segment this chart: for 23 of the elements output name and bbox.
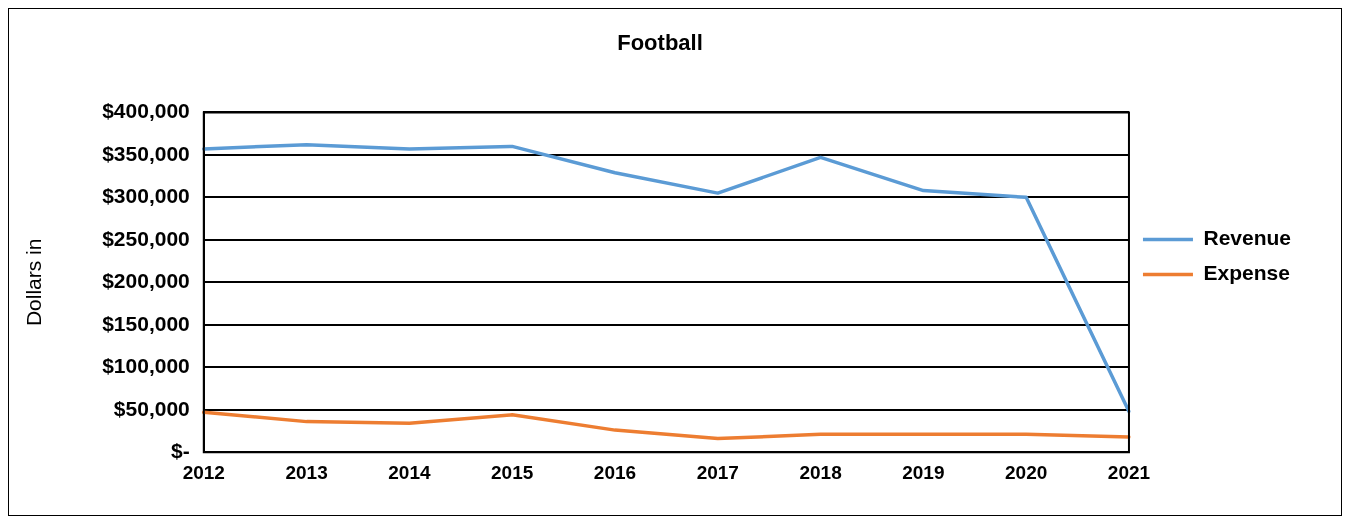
y-tick-label: $350,000: [102, 141, 190, 165]
legend-label: Expense: [1203, 261, 1290, 285]
y-tick-label: $150,000: [102, 311, 190, 335]
x-tick-label: 2018: [799, 461, 842, 483]
chart-title: Football: [617, 30, 703, 56]
legend-label: Revenue: [1203, 226, 1292, 250]
y-tick-label: $-: [171, 439, 190, 462]
y-tick-label: $250,000: [102, 226, 190, 250]
x-tick-label: 2020: [1005, 461, 1048, 483]
y-tick-label: $200,000: [102, 269, 190, 293]
x-tick-label: 2019: [902, 461, 945, 483]
y-axis-title: Dollars in: [22, 238, 46, 327]
x-tick-label: 2015: [491, 461, 534, 483]
x-tick-label: 2012: [182, 461, 225, 483]
x-tick-label: 2013: [285, 461, 328, 483]
x-tick-label: 2017: [696, 461, 739, 483]
x-tick-label: 2016: [593, 461, 637, 483]
x-tick-label: 2014: [388, 461, 431, 483]
y-tick-label: $100,000: [102, 354, 190, 378]
y-tick-label: $400,000: [102, 99, 190, 123]
x-tick-label: 2021: [1107, 461, 1151, 483]
y-tick-label: $300,000: [102, 184, 190, 208]
y-tick-label: $50,000: [113, 396, 190, 420]
